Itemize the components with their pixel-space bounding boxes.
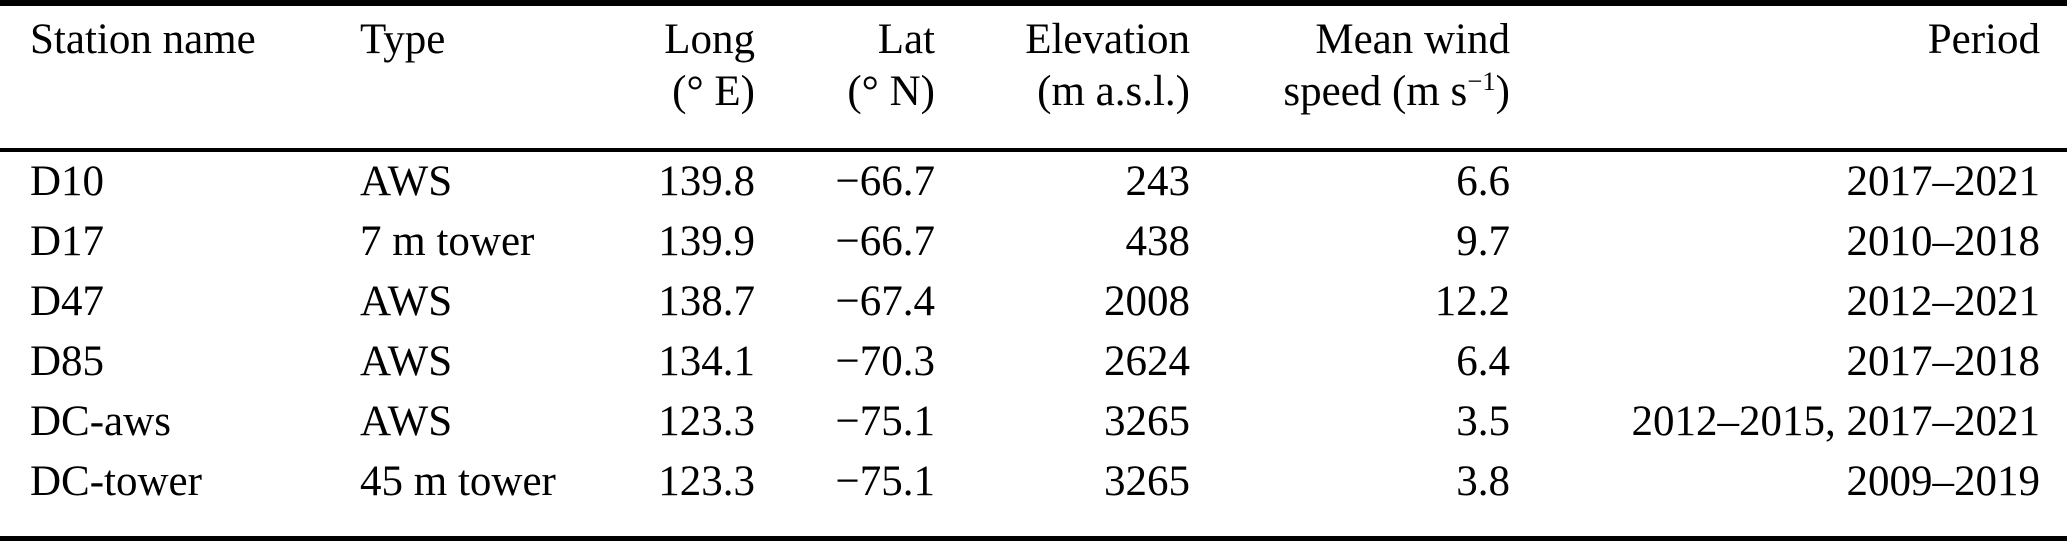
cell-station: DC-aws (30, 398, 171, 445)
table-row: D10 AWS 139.8 −66.7 243 6.6 2017–2021 (0, 150, 2067, 212)
header-unit: (° N) (847, 68, 935, 115)
cell-long: 139.8 (658, 158, 755, 205)
table-top-rule (0, 0, 2067, 6)
cell-lat: −66.7 (835, 158, 935, 205)
header-label: Long (664, 16, 755, 63)
cell-lat: −75.1 (835, 398, 935, 445)
table-row: DC-aws AWS 123.3 −75.1 3265 3.5 2012–2015, 201… (0, 392, 2067, 452)
header-label: Elevation (1025, 16, 1190, 63)
cell-period: 2017–2021 (1846, 158, 2041, 205)
unit-text: ) (1495, 68, 1510, 115)
cell-period: 2012–2021 (1846, 278, 2041, 325)
cell-elevation: 3265 (1104, 458, 1190, 505)
cell-lat: −66.7 (835, 218, 935, 265)
cell-mean-wind-speed: 9.7 (1456, 218, 1510, 265)
table-row: D47 AWS 138.7 −67.4 2008 12.2 2012–2021 (0, 272, 2067, 332)
cell-station: D47 (30, 278, 105, 325)
col-header-period: Period (1510, 6, 2067, 152)
cell-type: AWS (360, 398, 453, 445)
header-unit: speed (m s−1) (1190, 66, 1510, 118)
col-header-type: Type (360, 6, 645, 152)
col-header-elevation: Elevation (m a.s.l.) (935, 6, 1190, 152)
cell-mean-wind-speed: 6.4 (1456, 338, 1510, 385)
cell-mean-wind-speed: 3.8 (1456, 458, 1510, 505)
header-unit: (m a.s.l.) (1037, 68, 1190, 115)
station-table: Station name Type Long (° E) Lat (° N) E… (0, 6, 2067, 512)
cell-lat: −70.3 (835, 338, 935, 385)
superscript-exponent: −1 (1467, 66, 1496, 97)
table-header: Station name Type Long (° E) Lat (° N) E… (0, 6, 2067, 152)
cell-period: 2009–2019 (1846, 458, 2041, 505)
cell-period: 2010–2018 (1846, 218, 2041, 265)
header-unit: (° E) (672, 68, 755, 115)
cell-lat: −75.1 (835, 458, 935, 505)
table-row: D17 7 m tower 139.9 −66.7 438 9.7 2010–2018 (0, 212, 2067, 272)
cell-elevation: 243 (1125, 158, 1191, 205)
cell-elevation: 2008 (1104, 278, 1190, 325)
table-row: DC-tower 45 m tower 123.3 −75.1 3265 3.8 2009–… (0, 452, 2067, 512)
header-label: Period (1927, 16, 2040, 63)
cell-elevation: 2624 (1104, 338, 1190, 385)
table-bottom-rule (0, 536, 2067, 541)
cell-type: 45 m tower (360, 458, 556, 505)
cell-period: 2012–2015, 2017–2021 (1631, 398, 2041, 445)
cell-long: 138.7 (658, 278, 755, 325)
unit-text: speed (m s (1283, 68, 1468, 115)
cell-type: 7 m tower (360, 218, 535, 265)
header-label: Type (360, 16, 446, 63)
cell-type: AWS (360, 158, 453, 205)
col-header-station-name: Station name (0, 6, 360, 152)
cell-long: 123.3 (658, 398, 755, 445)
cell-lat: −67.4 (835, 278, 935, 325)
cell-mean-wind-speed: 6.6 (1456, 158, 1510, 205)
col-header-long: Long (° E) (645, 6, 755, 152)
cell-mean-wind-speed: 3.5 (1456, 398, 1510, 445)
header-label: Station name (30, 16, 256, 63)
cell-period: 2017–2018 (1846, 338, 2041, 385)
cell-long: 123.3 (658, 458, 755, 505)
cell-long: 134.1 (658, 338, 755, 385)
cell-station: DC-tower (30, 458, 202, 505)
cell-elevation: 3265 (1104, 398, 1190, 445)
header-row: Station name Type Long (° E) Lat (° N) E… (0, 6, 2067, 152)
cell-elevation: 438 (1125, 218, 1191, 265)
table-body: D10 AWS 139.8 −66.7 243 6.6 2017–2021 D17 7 m to… (0, 150, 2067, 512)
cell-station: D17 (30, 218, 105, 265)
cell-station: D85 (30, 338, 105, 385)
cell-type: AWS (360, 278, 453, 325)
header-label: Lat (877, 16, 935, 63)
col-header-lat: Lat (° N) (755, 6, 935, 152)
col-header-mean-wind-speed: Mean wind speed (m s−1) (1190, 6, 1510, 152)
header-label: Mean wind (1315, 16, 1510, 63)
cell-station: D10 (30, 158, 105, 205)
bottom-whitespace (0, 512, 2067, 536)
cell-long: 139.9 (658, 218, 755, 265)
cell-type: AWS (360, 338, 453, 385)
cell-mean-wind-speed: 12.2 (1434, 278, 1510, 325)
table-row: D85 AWS 134.1 −70.3 2624 6.4 2017–2018 (0, 332, 2067, 392)
